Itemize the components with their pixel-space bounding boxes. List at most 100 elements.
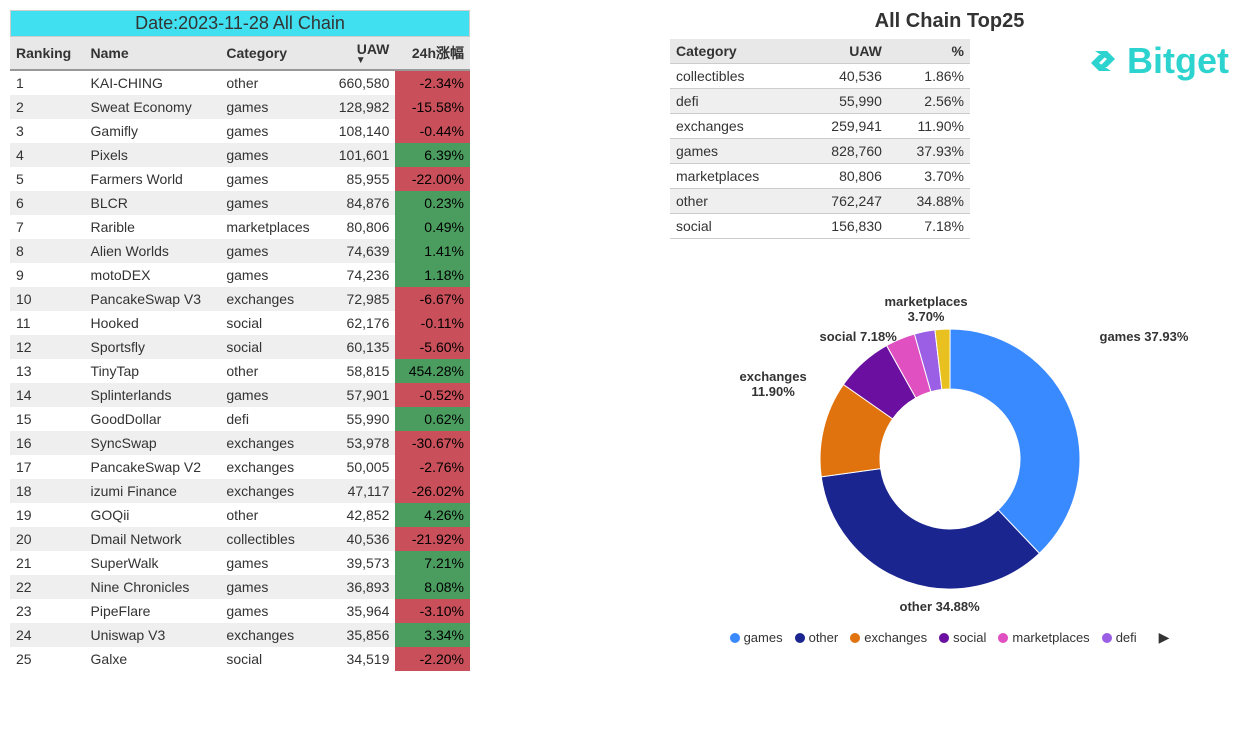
cell: izumi Finance (85, 479, 221, 503)
legend-dot-icon (939, 633, 949, 643)
top25-title: All Chain Top25 (670, 10, 1229, 33)
cell: 2 (10, 95, 85, 119)
cell: Rarible (85, 215, 221, 239)
cell: 7 (10, 215, 85, 239)
cell: 34.88% (888, 189, 970, 214)
cell: games (220, 551, 326, 575)
legend-item-exchanges[interactable]: exchanges (850, 629, 927, 646)
legend-dot-icon (998, 633, 1008, 643)
table-row: 12Sportsflysocial60,135-5.60% (10, 335, 470, 359)
table-row: 15GoodDollardefi55,9900.62% (10, 407, 470, 431)
left-col-3[interactable]: UAW▼ (326, 37, 395, 70)
legend-item-marketplaces[interactable]: marketplaces (998, 629, 1089, 646)
cell: 5 (10, 167, 85, 191)
cell: exchanges (220, 287, 326, 311)
cell: 39,573 (326, 551, 395, 575)
pct-cell: -3.10% (395, 599, 470, 623)
cell: motoDEX (85, 263, 221, 287)
cell: 13 (10, 359, 85, 383)
cell: Dmail Network (85, 527, 221, 551)
table-row: other762,24734.88% (670, 189, 970, 214)
logo-icon (1085, 43, 1121, 79)
left-col-1[interactable]: Name (85, 37, 221, 70)
top25-col-1[interactable]: UAW (801, 39, 887, 64)
logo: Bitget (1085, 40, 1229, 82)
cell: 6 (10, 191, 85, 215)
left-col-0[interactable]: Ranking (10, 37, 85, 70)
cell: 7.18% (888, 214, 970, 239)
cell: 11 (10, 311, 85, 335)
pct-cell: 1.41% (395, 239, 470, 263)
table-row: collectibles40,5361.86% (670, 64, 970, 89)
table-row: 10PancakeSwap V3exchanges72,985-6.67% (10, 287, 470, 311)
table-row: 22Nine Chroniclesgames36,8938.08% (10, 575, 470, 599)
pct-cell: -0.52% (395, 383, 470, 407)
cell: social (220, 335, 326, 359)
table-row: 5Farmers Worldgames85,955-22.00% (10, 167, 470, 191)
top25-col-0[interactable]: Category (670, 39, 801, 64)
cell: 55,990 (326, 407, 395, 431)
cell: 19 (10, 503, 85, 527)
donut-slice-other[interactable] (821, 469, 1039, 589)
pct-cell: -2.20% (395, 647, 470, 671)
table-row: 23PipeFlaregames35,964-3.10% (10, 599, 470, 623)
top25-col-2[interactable]: % (888, 39, 970, 64)
cell: Hooked (85, 311, 221, 335)
pct-cell: 6.39% (395, 143, 470, 167)
cell: 37.93% (888, 139, 970, 164)
legend-item-defi[interactable]: defi (1102, 629, 1137, 646)
cell: 53,978 (326, 431, 395, 455)
donut-slice-games[interactable] (950, 329, 1080, 553)
cell: 58,815 (326, 359, 395, 383)
table-row: 9motoDEXgames74,2361.18% (10, 263, 470, 287)
slice-label-social: social 7.18% (820, 329, 897, 344)
left-col-4[interactable]: 24h涨幅 (395, 37, 470, 70)
cell: games (220, 239, 326, 263)
cell: games (220, 575, 326, 599)
cell: 3.70% (888, 164, 970, 189)
cell: 18 (10, 479, 85, 503)
cell: exchanges (670, 114, 801, 139)
legend-label: marketplaces (1012, 630, 1089, 645)
cell: exchanges (220, 623, 326, 647)
cell: Galxe (85, 647, 221, 671)
legend-item-games[interactable]: games (730, 629, 783, 646)
cell: 80,806 (801, 164, 887, 189)
cell: 42,852 (326, 503, 395, 527)
legend-label: other (809, 630, 839, 645)
donut-chart: games 37.93%other 34.88%exchanges11.90%s… (670, 299, 1229, 669)
cell: marketplaces (670, 164, 801, 189)
cell: 55,990 (801, 89, 887, 114)
cell: 62,176 (326, 311, 395, 335)
slice-label-other: other 34.88% (900, 599, 980, 614)
cell: exchanges (220, 479, 326, 503)
cell: 128,982 (326, 95, 395, 119)
legend-item-social[interactable]: social (939, 629, 986, 646)
cell: GoodDollar (85, 407, 221, 431)
table-row: 6BLCRgames84,8760.23% (10, 191, 470, 215)
cell: 35,964 (326, 599, 395, 623)
table-row: 14Splinterlandsgames57,901-0.52% (10, 383, 470, 407)
legend-next-icon[interactable]: ▶ (1159, 629, 1170, 646)
pct-cell: 0.62% (395, 407, 470, 431)
cell: TinyTap (85, 359, 221, 383)
cell: 108,140 (326, 119, 395, 143)
left-col-2[interactable]: Category (220, 37, 326, 70)
legend-item-other[interactable]: other (795, 629, 839, 646)
cell: Sportsfly (85, 335, 221, 359)
cell: 57,901 (326, 383, 395, 407)
slice-label-exchanges: exchanges11.90% (740, 369, 807, 399)
pct-cell: 7.21% (395, 551, 470, 575)
legend-dot-icon (730, 633, 740, 643)
cell: 84,876 (326, 191, 395, 215)
cell: 40,536 (326, 527, 395, 551)
table-row: exchanges259,94111.90% (670, 114, 970, 139)
legend-dot-icon (850, 633, 860, 643)
cell: 660,580 (326, 70, 395, 95)
cell: social (670, 214, 801, 239)
cell: 101,601 (326, 143, 395, 167)
legend-label: social (953, 630, 986, 645)
cell: 259,941 (801, 114, 887, 139)
cell: 50,005 (326, 455, 395, 479)
pct-cell: 4.26% (395, 503, 470, 527)
